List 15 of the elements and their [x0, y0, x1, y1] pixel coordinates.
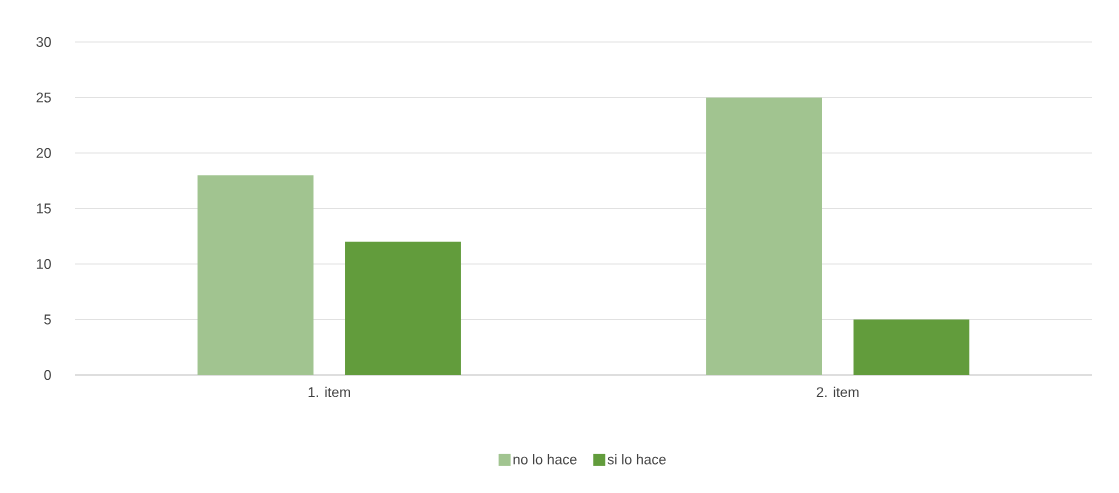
bar — [197, 175, 314, 375]
bar — [345, 241, 461, 375]
x-tick-label: 2. item — [816, 386, 859, 398]
y-tick-label: 25 — [36, 92, 51, 103]
x-tick-label: 1. item — [308, 386, 350, 398]
y-tick-label: 15 — [36, 203, 51, 214]
y-tick-label: 30 — [36, 37, 51, 47]
y-tick-label: 20 — [36, 148, 51, 158]
legend-label: no lo hace — [513, 454, 577, 465]
legend-label: si lo hace — [607, 454, 666, 465]
bar — [853, 319, 970, 375]
y-tick-label: 0 — [44, 370, 51, 380]
bar — [706, 97, 822, 375]
y-tick-label: 5 — [44, 314, 51, 325]
y-tick-label: 10 — [36, 259, 51, 269]
